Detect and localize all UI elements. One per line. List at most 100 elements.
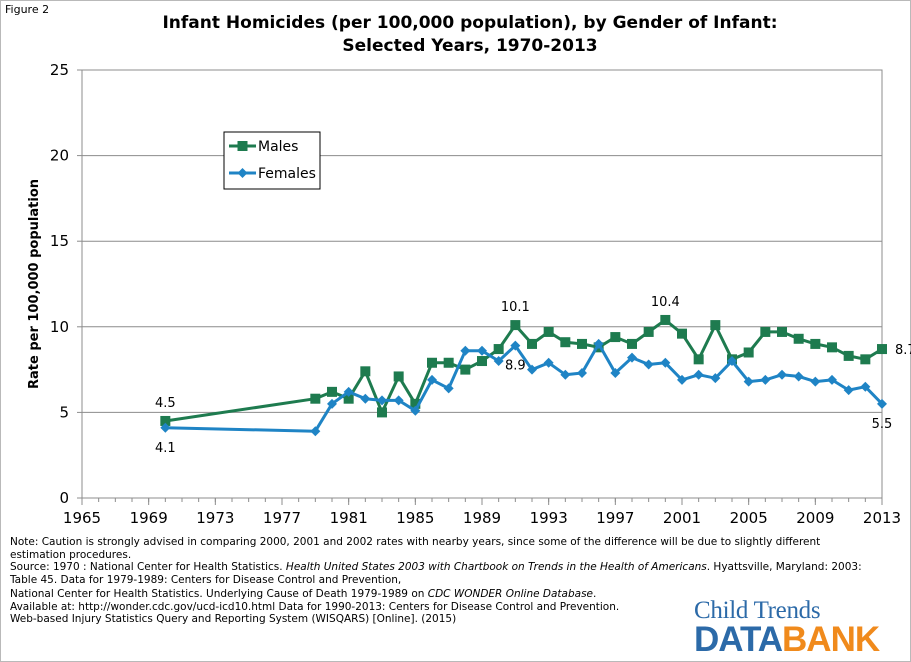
x-tick-label: 2005 [730,509,768,527]
data-point [410,398,421,409]
legend: Males Females [223,131,321,190]
y-tick-label: 5 [59,403,69,421]
data-point [543,326,554,337]
figure-label: Figure 2 [5,3,50,16]
x-tick-label: 2001 [663,509,701,527]
data-point [627,338,637,349]
x-tick-label: 1993 [530,509,568,527]
data-point [643,359,654,370]
data-point [543,357,554,368]
note-text: Note: Caution is strongly advised in com… [10,536,821,561]
data-point [660,314,671,325]
data-point [627,352,637,363]
data-point [443,357,454,368]
data-point [677,374,687,385]
data-point [810,376,821,387]
data-label: 10.4 [651,295,680,310]
data-point [693,369,704,380]
x-tick-label: 1969 [130,509,168,527]
data-point [327,398,337,409]
data-point [860,354,871,365]
x-tick-label: 1997 [596,509,634,527]
chart-title-line-1: Infant Homicides (per 100,000 population… [162,13,778,33]
source-text-2: National Center for Health Statistics. U… [10,588,620,625]
data-point [160,422,171,433]
chart-title: Infant Homicides (per 100,000 population… [90,12,850,58]
data-point [443,383,454,394]
legend-label: Males [258,139,298,155]
x-tick-label: 1981 [330,509,368,527]
data-point [810,338,821,349]
data-point [477,356,487,367]
data-point [877,398,887,409]
data-point [677,328,687,339]
data-point [610,368,621,379]
chart-title-line-2: Selected Years, 1970-2013 [342,36,598,56]
data-point [593,338,604,349]
data-point [393,395,404,406]
plot-area [81,69,883,499]
x-tick-label: 1973 [196,509,234,527]
y-tick-label: 25 [50,61,69,79]
data-point [860,381,871,392]
data-point [827,342,837,353]
data-point [360,393,371,404]
data-label: 5.5 [872,417,893,432]
data-point [460,364,471,375]
data-label: 8.9 [505,359,526,374]
data-point [777,326,787,337]
data-point [510,320,521,331]
data-point [560,337,571,348]
data-point [760,374,771,385]
data-point [377,395,387,406]
data-point [843,385,854,396]
data-point [493,356,504,367]
data-point [393,371,404,382]
x-tick-label: 2013 [863,509,901,527]
data-point [727,356,737,367]
x-tick-label: 1985 [396,509,434,527]
source-text-1: Source: 1970 : National Center for Healt… [10,561,862,586]
x-tick-label: 1977 [263,509,301,527]
data-point [827,374,837,385]
x-tick-label: 1965 [63,509,101,527]
y-tick-label: 10 [50,318,69,336]
y-axis-title: Rate per 100,000 population [27,179,42,389]
data-point [427,357,437,368]
data-point [343,393,354,404]
data-point [877,344,887,355]
series-females [160,338,887,437]
legend-label: Females [258,166,316,182]
data-point [160,415,171,426]
data-point [843,350,854,361]
data-point [693,354,704,365]
data-point [310,393,321,404]
child-trends-databank-logo: Child Trends DATABANK [694,597,894,657]
data-label: 4.1 [155,441,176,456]
data-point [493,344,504,355]
data-point [760,326,771,337]
data-point [660,357,671,368]
data-point [327,386,337,397]
y-tick-label: 0 [59,489,69,507]
data-point [427,374,437,385]
data-point [527,364,537,375]
data-point [743,347,754,358]
data-point [610,332,621,343]
chart-notes: Note: Caution is strongly advised in com… [10,536,870,626]
line-chart: 0 5 10 15 20 25 1965 1969 1973 1977 1981 1985 1989 19… [27,61,911,527]
y-tick-label: 15 [50,232,69,250]
data-point [710,320,721,331]
data-point [343,386,354,397]
data-point [577,338,587,349]
x-tick-label: 2009 [796,509,834,527]
data-point [377,407,387,418]
data-point [360,366,371,377]
data-label: 8.7 [895,343,911,358]
logo-line-1: Child Trends [694,597,821,624]
data-point [643,326,654,337]
data-point [510,340,521,351]
data-point [777,369,787,380]
data-point [527,338,537,349]
series-line-females [165,342,884,433]
